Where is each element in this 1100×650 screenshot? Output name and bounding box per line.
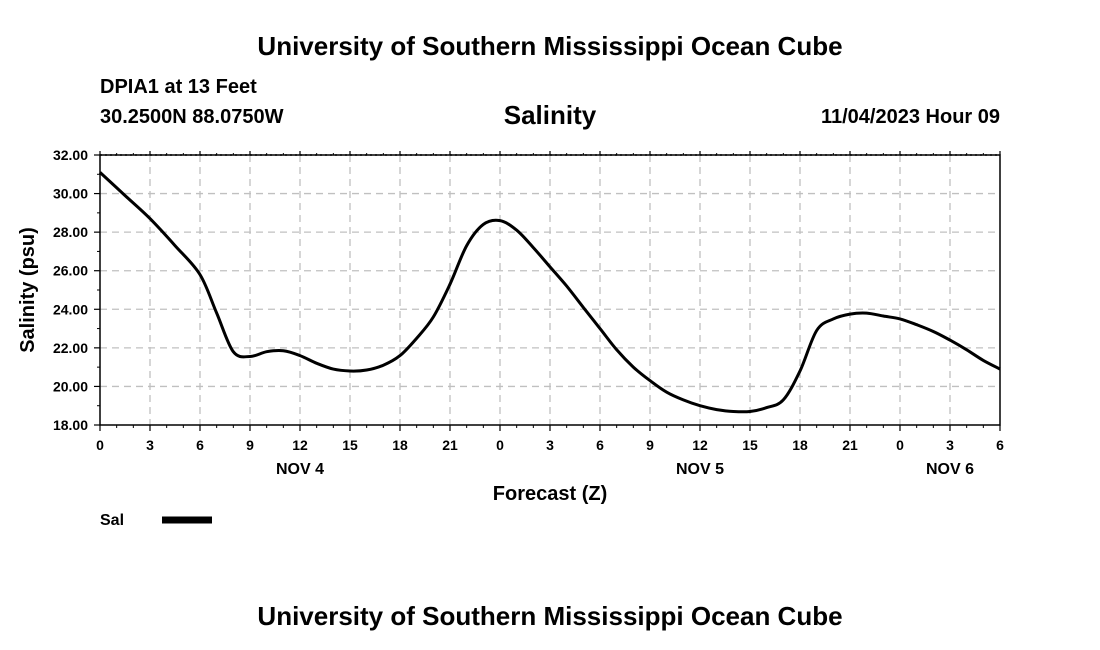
x-tick-label: 18 (392, 437, 408, 453)
x-tick-label: 6 (596, 437, 604, 453)
y-tick-label: 32.00 (53, 147, 88, 163)
x-tick-label: 6 (996, 437, 1004, 453)
x-tick-label: 3 (946, 437, 954, 453)
x-tick-label: 0 (896, 437, 904, 453)
y-tick-label: 28.00 (53, 224, 88, 240)
station-label: DPIA1 at 13 Feet (100, 76, 257, 98)
x-tick-label: 12 (292, 437, 308, 453)
forecast-timestamp: 11/04/2023 Hour 09 (820, 106, 1000, 128)
legend: Sal (100, 512, 212, 529)
y-tick-label: 24.00 (53, 301, 88, 317)
bottom-title: University of Southern Mississippi Ocean… (257, 601, 843, 631)
x-tick-label: 3 (146, 437, 154, 453)
y-tick-label: 22.00 (53, 340, 88, 356)
x-tick-label: 21 (842, 437, 858, 453)
date-label: NOV 4 (276, 461, 324, 478)
y-axis-label: Salinity (psu) (17, 227, 39, 353)
x-tick-label: 0 (496, 437, 504, 453)
date-label: NOV 5 (676, 461, 724, 478)
x-tick-label: 0 (96, 437, 104, 453)
x-tick-label: 9 (246, 437, 254, 453)
legend-label-sal: Sal (100, 512, 124, 529)
x-axis-label: Forecast (Z) (493, 483, 607, 505)
x-tick-label: 3 (546, 437, 554, 453)
y-tick-label: 20.00 (53, 378, 88, 394)
series-layer (98, 171, 1001, 414)
station-coordinates: 30.2500N 88.0750W (100, 106, 284, 128)
x-tick-label: 18 (792, 437, 808, 453)
series-line-sal (98, 171, 1001, 414)
y-tick-label: 26.00 (53, 263, 88, 279)
x-tick-label: 9 (646, 437, 654, 453)
x-tick-label: 15 (742, 437, 758, 453)
grid-layer (100, 155, 1000, 425)
labels-layer: 18.00 20.00 22.00 24.00 26.00 28.00 30.00 32.00… (53, 147, 1004, 478)
x-tick-label: 21 (442, 437, 458, 453)
x-tick-label: 6 (196, 437, 204, 453)
x-tick-label: 15 (342, 437, 358, 453)
y-tick-label: 18.00 (53, 417, 88, 433)
top-title: University of Southern Mississippi Ocean… (257, 31, 843, 61)
date-label: NOV 6 (926, 461, 974, 478)
chart-title: Salinity (503, 100, 597, 130)
y-tick-label: 30.00 (53, 186, 88, 202)
x-tick-label: 12 (692, 437, 708, 453)
ticks-layer (94, 151, 1001, 431)
